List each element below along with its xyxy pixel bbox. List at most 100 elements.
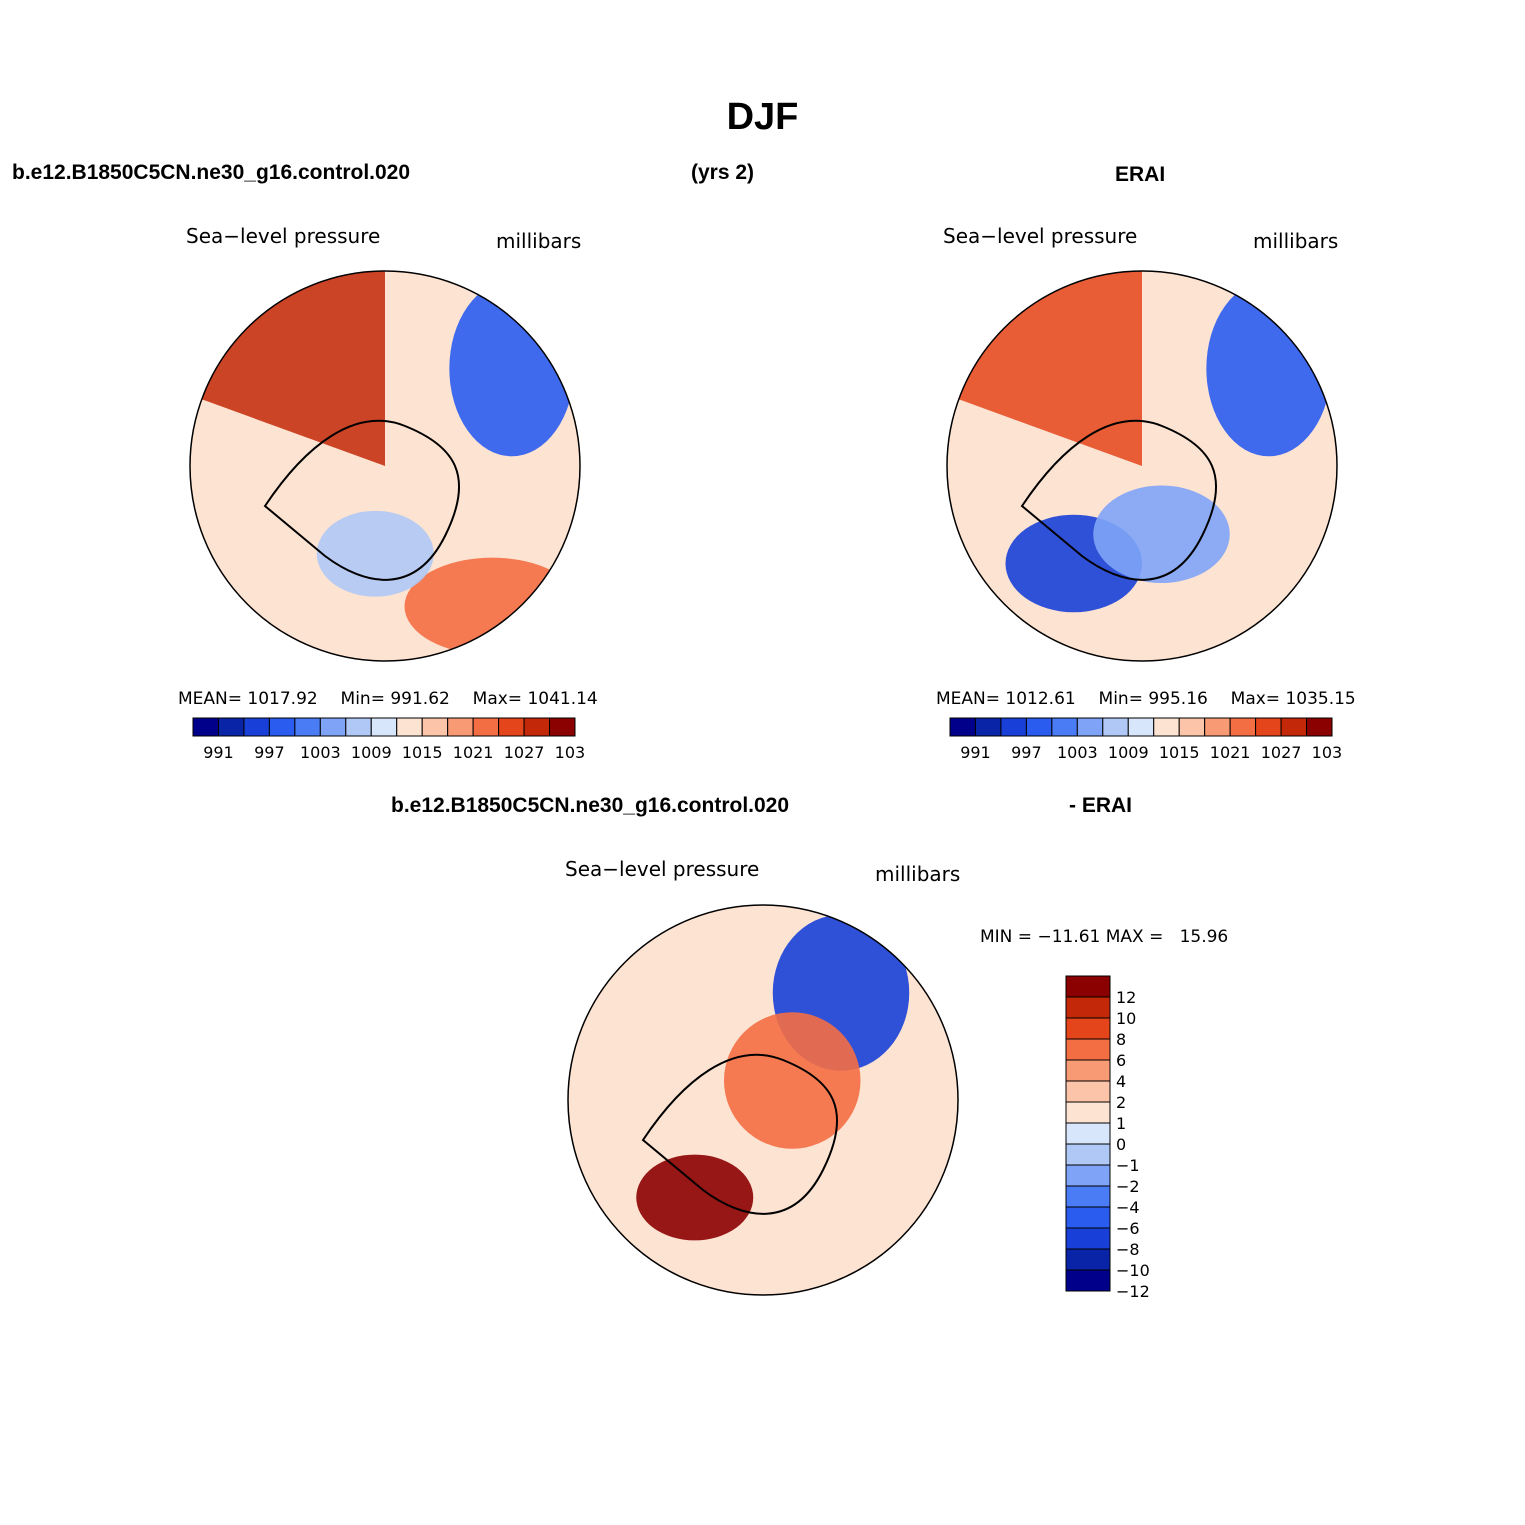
map-field-region [1206, 280, 1332, 457]
panel2-map [946, 270, 1338, 662]
colorbar-swatch [1065, 1227, 1111, 1250]
colorbar-swatch [974, 717, 1002, 737]
panel1-stats: MEAN= 1017.92 Min= 991.62 Max= 1041.14 [178, 689, 598, 709]
colorbar-tick-label: 991 [960, 743, 991, 762]
colorbar-swatch [1065, 1206, 1111, 1229]
colorbar-tick-label: −4 [1116, 1198, 1140, 1217]
colorbar-swatch [1065, 1143, 1111, 1166]
colorbar-swatch [1255, 717, 1282, 737]
colorbar-swatch [1000, 717, 1027, 737]
colorbar-tick-label: 1003 [1057, 743, 1098, 762]
case-name-label: b.e12.B1850C5CN.ne30_g16.control.020 [12, 161, 411, 184]
panel1-map [189, 270, 581, 662]
colorbar-swatch [523, 717, 551, 737]
colorbar-swatch [1065, 975, 1111, 998]
colorbar-swatch [396, 717, 423, 737]
colorbar-swatch [1051, 717, 1078, 737]
panel3-minmax: MIN = −11.61 MAX = 15.96 [980, 927, 1229, 947]
colorbar-swatch [192, 717, 219, 737]
colorbar-tick-label: 997 [1011, 743, 1042, 762]
panel3-title: Sea−level pressure [565, 857, 760, 881]
colorbar-swatch [1229, 717, 1257, 737]
colorbar-swatch [549, 717, 576, 737]
panel2-min-value: 995.16 [1148, 689, 1208, 709]
coastline [641, 1053, 839, 1215]
colorbar-swatch [1065, 1017, 1111, 1040]
colorbar-swatch [217, 717, 245, 737]
map-field-region [316, 510, 434, 597]
panel1-mean-label: MEAN= [178, 689, 242, 709]
colorbar-swatch [1065, 1101, 1111, 1124]
panel2-mean-label: MEAN= [936, 689, 1000, 709]
diff-case-label: b.e12.B1850C5CN.ne30_g16.control.020 [391, 794, 790, 817]
panel2-stats: MEAN= 1012.61 Min= 995.16 Max= 1035.15 [936, 689, 1356, 709]
panel2-max-label: Max= [1230, 689, 1281, 709]
map-field-region [201, 271, 385, 466]
panel1-max-label: Max= [472, 689, 523, 709]
coastline [263, 419, 461, 581]
colorbar-swatch [1076, 717, 1104, 737]
map-field-region [958, 271, 1142, 466]
colorbar-swatch [1065, 1269, 1111, 1292]
colorbar-tick-label: −10 [1116, 1261, 1150, 1280]
coastline [1020, 419, 1218, 581]
colorbar-swatch [1065, 996, 1111, 1019]
colorbar-tick-label: 1033 [555, 743, 585, 762]
map-field-region [1093, 485, 1230, 583]
colorbar-swatch [949, 717, 976, 737]
colorbar-tick-label: −1 [1116, 1156, 1140, 1175]
colorbar-tick-label: 8 [1116, 1030, 1126, 1049]
colorbar-tick-label: 4 [1116, 1072, 1126, 1091]
colorbar-tick-label: 1021 [1210, 743, 1251, 762]
colorbar-tick-label: 0 [1116, 1135, 1126, 1154]
colorbar-tick-label: 997 [254, 743, 285, 762]
map-outline [567, 904, 959, 1296]
colorbar-swatch [1065, 1248, 1111, 1271]
colorbar-tick-label: 1009 [351, 743, 392, 762]
colorbar-tick-label: −2 [1116, 1177, 1140, 1196]
colorbar-swatch [1102, 717, 1129, 737]
colorbar-tick-label: 1009 [1108, 743, 1149, 762]
colorbar-swatch [498, 717, 525, 737]
panel1-min-label: Min= [340, 689, 385, 709]
colorbar-swatch [1306, 717, 1333, 737]
colorbar-tick-label: 991 [203, 743, 234, 762]
panel2-min-label: Min= [1098, 689, 1143, 709]
colorbar-tick-label: −12 [1116, 1282, 1150, 1300]
colorbar-swatch [319, 717, 347, 737]
colorbar-swatch [1065, 1185, 1111, 1208]
map-field-region [449, 280, 575, 457]
colorbar-swatch [1065, 1122, 1111, 1145]
colorbar-swatch [370, 717, 398, 737]
map-field-region [636, 1154, 754, 1241]
colorbar-tick-label: −6 [1116, 1219, 1140, 1238]
panel1-colorbar: 991 997 1003 1009 1015 1021 1027 1033 [192, 717, 585, 762]
colorbar-tick-label: 1021 [453, 743, 494, 762]
diff-obs-label: - ERAI [1069, 794, 1132, 817]
colorbar-swatch [472, 717, 500, 737]
colorbar-swatch [1025, 717, 1053, 737]
colorbar-tick-label: 1027 [1261, 743, 1302, 762]
panel2-units: millibars [1253, 229, 1339, 253]
colorbar-swatch [1204, 717, 1231, 737]
colorbar-tick-label: −8 [1116, 1240, 1140, 1259]
colorbar-swatch [1065, 1164, 1111, 1187]
colorbar-tick-label: 12 [1116, 988, 1136, 1007]
colorbar-tick-label: 1033 [1312, 743, 1342, 762]
colorbar-tick-label: 6 [1116, 1051, 1126, 1070]
panel2-max-value: 1035.15 [1285, 689, 1356, 709]
map-outline [946, 270, 1338, 662]
panel1-mean-value: 1017.92 [247, 689, 318, 709]
colorbar-tick-label: 1027 [504, 743, 545, 762]
colorbar-tick-label: 2 [1116, 1093, 1126, 1112]
colorbar-swatch [1153, 717, 1180, 737]
colorbar-swatch [345, 717, 372, 737]
panel1-max-value: 1041.14 [527, 689, 598, 709]
years-label: (yrs 2) [691, 161, 755, 184]
colorbar-swatch [1127, 717, 1155, 737]
colorbar-swatch [243, 717, 270, 737]
colorbar-swatch [421, 717, 449, 737]
panel2-mean-value: 1012.61 [1005, 689, 1076, 709]
figure-title: DJF [726, 96, 799, 138]
